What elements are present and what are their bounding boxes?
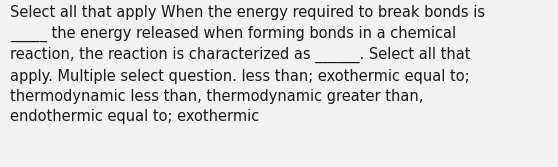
Text: Select all that apply When the energy required to break bonds is
_____ the energ: Select all that apply When the energy re… xyxy=(10,5,485,124)
